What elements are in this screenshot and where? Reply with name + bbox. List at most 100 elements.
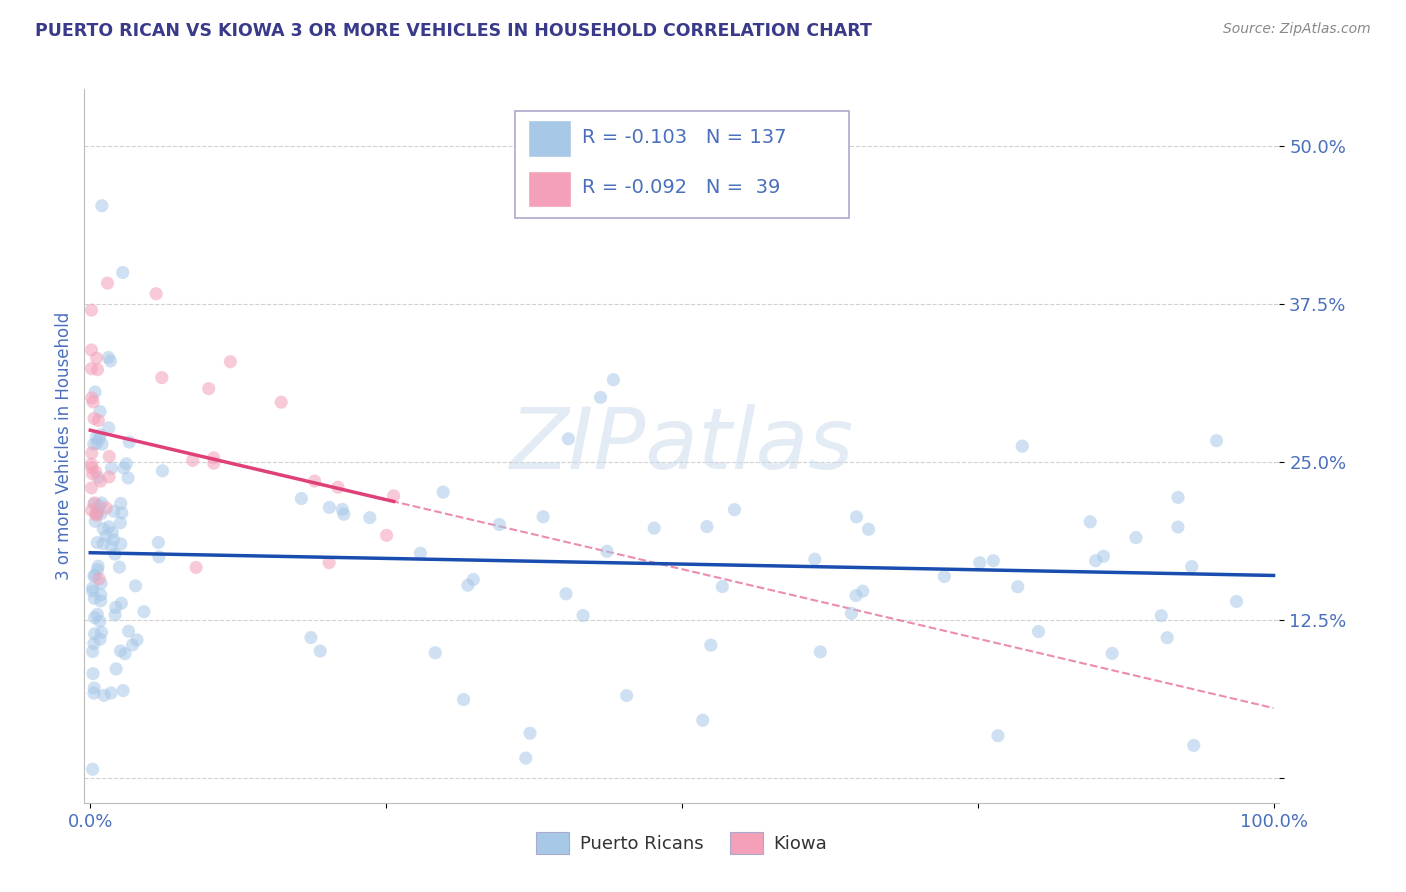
Point [145, 286, 167, 301]
Point [111, 265, 134, 279]
Point [80, 391, 103, 405]
Point [86, 506, 108, 520]
Point [184, 560, 207, 574]
Point [82, 467, 104, 481]
Point [457, 578, 479, 592]
Point [643, 521, 665, 535]
Point [115, 457, 138, 471]
Point [596, 544, 619, 558]
Point [531, 509, 554, 524]
Point [110, 516, 132, 530]
Point [83, 681, 105, 695]
Point [181, 453, 204, 467]
Point [858, 522, 880, 536]
Point [97, 520, 120, 534]
Point [125, 632, 148, 647]
Point [1092, 549, 1115, 564]
Point [555, 587, 578, 601]
Point [82, 644, 104, 658]
Point [97, 351, 120, 365]
Point [723, 502, 745, 516]
Point [318, 500, 340, 515]
Point [108, 560, 131, 574]
Point [1181, 559, 1204, 574]
Point [112, 683, 135, 698]
Point [94, 501, 117, 516]
Point [105, 662, 128, 676]
Point [83, 610, 105, 624]
Point [110, 496, 132, 510]
Point [118, 435, 141, 450]
Point [934, 569, 956, 583]
Point [845, 509, 868, 524]
Point [202, 450, 225, 465]
Point [89, 499, 111, 513]
Point [84, 507, 107, 521]
Point [114, 647, 136, 661]
Point [89, 572, 111, 586]
Point [80, 446, 103, 460]
Point [86, 535, 108, 549]
Point [82, 581, 104, 595]
Point [80, 460, 103, 475]
Point [219, 355, 242, 369]
Point [148, 549, 170, 564]
Point [304, 474, 326, 488]
Point [86, 436, 108, 450]
Point [82, 395, 104, 409]
Point [432, 485, 454, 500]
Point [89, 432, 111, 446]
Point [987, 729, 1010, 743]
Point [83, 686, 105, 700]
Point [132, 605, 155, 619]
Point [104, 607, 127, 622]
Point [572, 608, 595, 623]
Point [87, 413, 110, 427]
Point [488, 517, 510, 532]
Point [86, 362, 108, 376]
Point [83, 496, 105, 510]
Point [692, 713, 714, 727]
Point [318, 556, 340, 570]
Point [82, 584, 104, 599]
Point [100, 461, 122, 475]
Point [270, 395, 292, 409]
Point [94, 529, 117, 543]
Point [110, 644, 132, 658]
Point [202, 456, 225, 470]
Point [101, 525, 124, 540]
Point [589, 390, 612, 404]
Point [326, 480, 349, 494]
Point [91, 437, 114, 451]
Point [1078, 515, 1101, 529]
Point [96, 276, 118, 290]
Point [841, 607, 863, 621]
Point [121, 638, 143, 652]
Point [1167, 491, 1189, 505]
Point [86, 506, 108, 520]
Point [808, 645, 831, 659]
Point [83, 636, 105, 650]
Point [1205, 434, 1227, 448]
Point [86, 607, 108, 622]
Point [700, 638, 723, 652]
Point [1011, 439, 1033, 453]
Point [89, 427, 111, 442]
Point [84, 568, 107, 582]
Point [1101, 647, 1123, 661]
Point [148, 535, 170, 549]
Point [90, 576, 112, 591]
Point [104, 600, 127, 615]
Point [981, 554, 1004, 568]
Point [100, 686, 122, 700]
Point [83, 411, 105, 425]
Point [124, 579, 146, 593]
Point [90, 496, 112, 510]
Point [80, 343, 103, 357]
Point [852, 584, 875, 599]
Point [83, 591, 105, 606]
Point [112, 461, 135, 475]
Point [557, 432, 579, 446]
Point [80, 457, 103, 471]
Point [98, 450, 121, 464]
